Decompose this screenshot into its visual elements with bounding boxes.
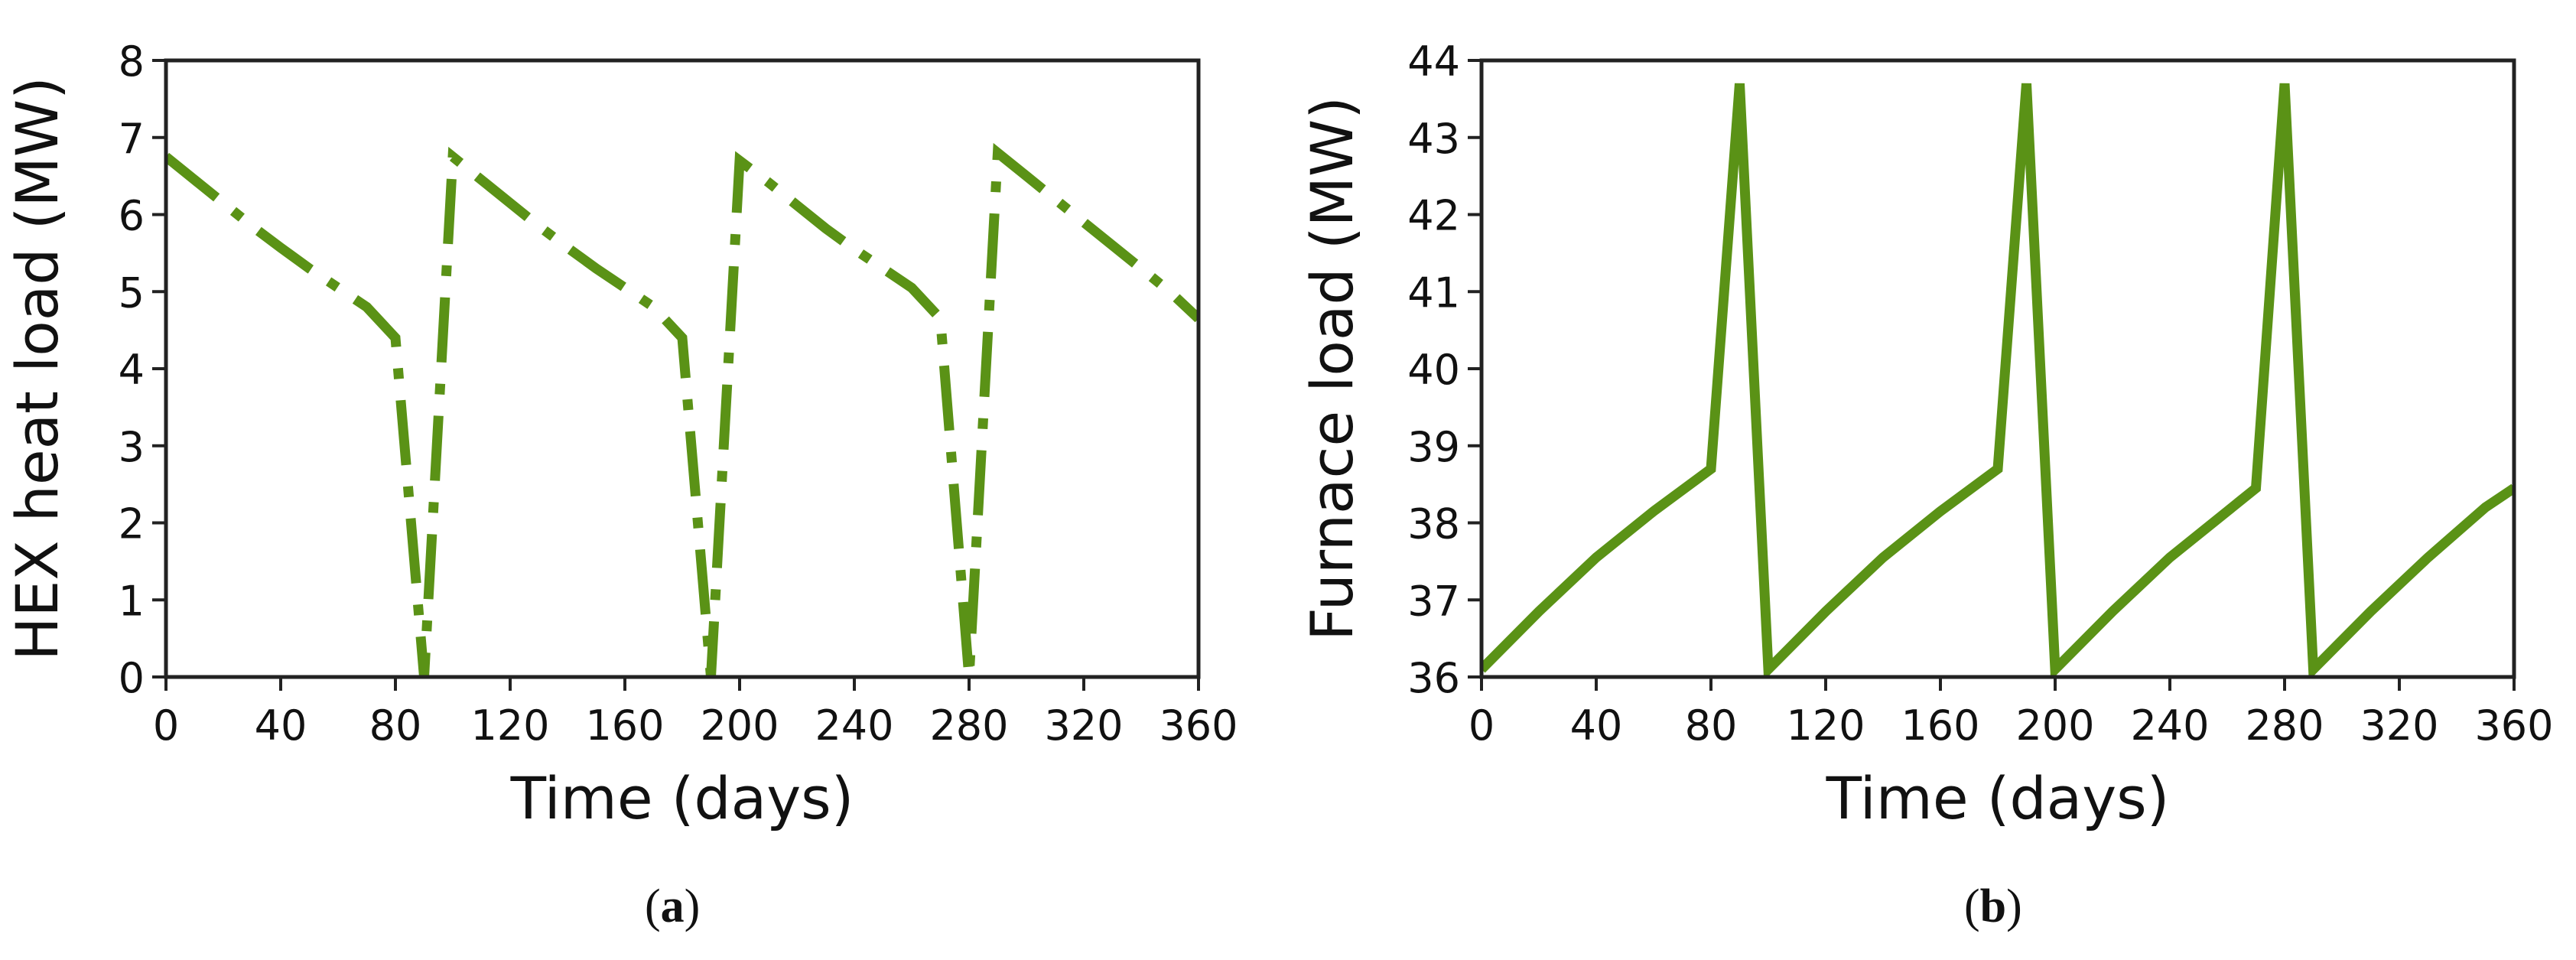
y-tick-label: 4 — [119, 346, 145, 394]
x-tick-label: 240 — [815, 701, 893, 750]
y-tick-label: 41 — [1407, 268, 1460, 317]
y-tick-label: 43 — [1407, 115, 1460, 163]
y-tick-label: 42 — [1407, 192, 1460, 240]
y-tick-label: 5 — [119, 268, 145, 317]
x-tick-label: 320 — [2360, 701, 2438, 750]
y-tick-label: 39 — [1407, 423, 1460, 471]
caption-a-letter: a — [660, 880, 685, 932]
y-tick-label: 6 — [119, 192, 145, 240]
x-tick-label: 320 — [1044, 701, 1123, 750]
y-tick-label: 1 — [119, 577, 145, 625]
x-axis-title-a: Time (days) — [510, 764, 854, 832]
y-axis-title-b: Furnace load (MW) — [1298, 96, 1366, 641]
series-line-b — [1482, 83, 2514, 677]
plot-frame-b — [1479, 58, 2516, 679]
x-tick-label: 40 — [1570, 701, 1623, 750]
x-tick-label: 360 — [2474, 701, 2553, 750]
x-tick-label: 0 — [153, 701, 179, 750]
x-tick-label: 160 — [585, 701, 664, 750]
y-tick-label: 2 — [119, 500, 145, 548]
x-tick-label: 40 — [255, 701, 307, 750]
x-tick-label: 240 — [2130, 701, 2209, 750]
y-tick-label: 7 — [119, 115, 145, 163]
x-tick-label: 280 — [2245, 701, 2324, 750]
y-tick-label: 37 — [1407, 577, 1460, 625]
caption-a: (a) — [645, 880, 700, 934]
x-axis-title-b: Time (days) — [1826, 764, 2170, 832]
series-line-a — [166, 142, 1199, 677]
caption-b-letter: b — [1979, 880, 2007, 932]
y-tick-label: 44 — [1407, 37, 1460, 86]
x-tick-label: 120 — [470, 701, 549, 750]
caption-b: (b) — [1964, 880, 2022, 934]
x-tick-label: 200 — [700, 701, 779, 750]
caption-b-close: ) — [2006, 880, 2022, 932]
x-tick-label: 360 — [1159, 701, 1238, 750]
x-tick-label: 200 — [2015, 701, 2094, 750]
y-axis-title-a: HEX heat load (MW) — [3, 76, 71, 660]
x-tick-label: 280 — [929, 701, 1008, 750]
y-tick-label: 3 — [119, 423, 145, 471]
caption-b-open: ( — [1964, 880, 1980, 932]
x-tick-label: 80 — [369, 701, 422, 750]
y-tick-label: 8 — [119, 37, 145, 86]
y-tick-label: 36 — [1407, 654, 1460, 702]
y-tick-label: 40 — [1407, 346, 1460, 394]
caption-a-close: ) — [684, 880, 701, 932]
x-tick-label: 80 — [1685, 701, 1738, 750]
chart-furnace-load: 36 37 38 39 40 41 42 43 44 0 40 80 120 160 200 240 280 32… — [1298, 37, 2554, 832]
x-tick-label: 0 — [1469, 701, 1495, 750]
x-tick-label: 160 — [1901, 701, 1979, 750]
caption-a-open: ( — [645, 880, 661, 932]
y-tick-label: 0 — [119, 654, 145, 702]
y-tick-label: 38 — [1407, 500, 1460, 548]
x-tick-label: 120 — [1786, 701, 1865, 750]
